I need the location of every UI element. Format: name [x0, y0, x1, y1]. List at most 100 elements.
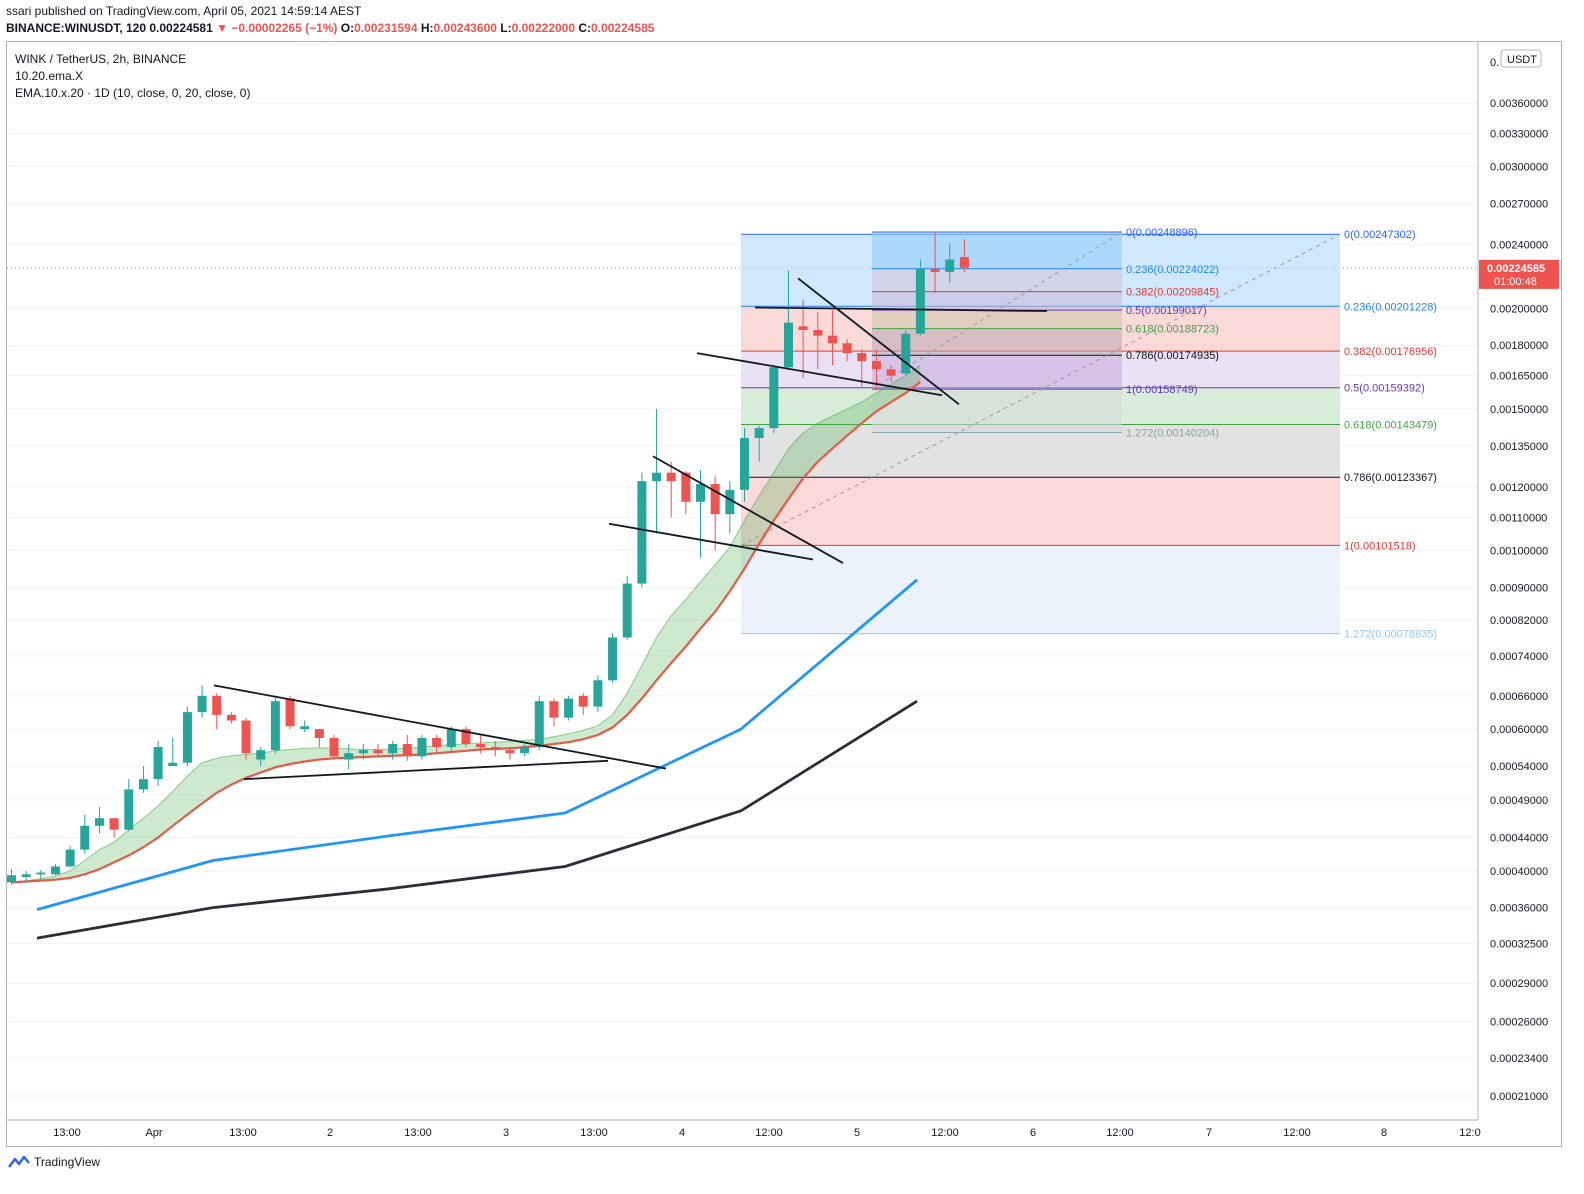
fib-zone [872, 268, 1122, 292]
fib-level-label: 0(0.00247302) [1344, 229, 1416, 241]
candle-down [314, 729, 324, 738]
candle-up [153, 747, 163, 780]
price-tick-label: 0.00074000 [1490, 651, 1548, 663]
time-tick-label: 12:00 [1106, 1127, 1134, 1139]
fib-level-label: 0.236(0.00224022) [1126, 264, 1219, 276]
price-tick-label: 0.00021000 [1490, 1091, 1548, 1103]
candle-down [505, 750, 515, 754]
price-tick-label: 0.00032500 [1490, 938, 1548, 950]
symbol-interval: BINANCE:WINUSDT, 120 [6, 21, 147, 35]
fib-level-label: 1.272(0.00078835) [1344, 629, 1437, 641]
fib-level-label: 0.618(0.00143479) [1344, 419, 1437, 431]
trendline [797, 277, 960, 406]
low-value: 0.00222000 [511, 21, 576, 35]
price-tick-label: 0.00110000 [1490, 512, 1547, 524]
fib-zone [872, 310, 1122, 329]
price-tick-label: 0.00090000 [1490, 582, 1548, 594]
time-tick-label: 12:00 [931, 1127, 959, 1139]
candle-up [637, 481, 647, 584]
time-tick-label: 13:00 [229, 1127, 257, 1139]
legend-indicator-1[interactable]: 10.20.ema.X [15, 69, 84, 83]
candles [7, 232, 969, 886]
candle-down [476, 744, 486, 748]
fib-level-label: 1(0.00158749) [1126, 384, 1198, 396]
fib-zone [741, 424, 1340, 478]
price-tick-label: 0. [1490, 57, 1499, 69]
fib-zone [872, 231, 1122, 269]
candle-down [212, 695, 222, 715]
price-tick-label: 0.00270000 [1490, 199, 1548, 211]
candle-down [886, 369, 896, 376]
publisher-line: ssari published on TradingView.com, Apri… [6, 4, 362, 18]
candle-up [358, 750, 368, 754]
candle-up [754, 428, 764, 439]
candle-up [197, 695, 207, 713]
time-tick-label: Apr [145, 1127, 162, 1139]
tradingview-logo-icon [8, 1155, 30, 1168]
candle-up [564, 698, 574, 718]
time-tick-label: 12:00 [1283, 1127, 1311, 1139]
candle-down [241, 720, 251, 754]
ema-slow-line [11, 381, 922, 884]
price-tick-label: 0.00150000 [1490, 404, 1548, 416]
candle-up [388, 744, 398, 754]
candle-down [490, 747, 500, 751]
currency-badge [1500, 49, 1542, 68]
price-tick-label: 0.00044000 [1490, 833, 1548, 845]
time-tick-label: 13:00 [404, 1127, 432, 1139]
candle-up [300, 726, 310, 730]
candle-down [959, 257, 969, 268]
candle-down [813, 330, 823, 336]
price-tick-label: 0.00135000 [1490, 441, 1548, 453]
candle-down [930, 268, 940, 272]
price-tick-label: 0.00120000 [1490, 482, 1548, 494]
trendline [652, 455, 844, 564]
fib-level-label: 0.5(0.00159392) [1344, 383, 1425, 395]
down-arrow-icon: ▼ [216, 21, 228, 35]
time-tick-label: 7 [1206, 1127, 1212, 1139]
candle-up [7, 875, 16, 883]
ohlc-line: BINANCE:WINUSDT, 120 0.00224581 ▼ −0.000… [6, 21, 655, 35]
trendline [608, 522, 814, 561]
fib-level-label: 0.382(0.00176956) [1344, 346, 1437, 358]
candle-up [520, 747, 530, 754]
candle-up [769, 367, 779, 429]
fib-level-label: 0.382(0.00209845) [1126, 287, 1219, 299]
candle-up [168, 762, 178, 766]
legend-indicator-2[interactable]: EMA.10.x.20 · 1D (10, close, 0, 20, clos… [15, 86, 251, 100]
price-tick-label: 0.00040000 [1490, 866, 1548, 878]
fib-level-label: 1(0.00101518) [1344, 540, 1416, 552]
candle-up [593, 680, 603, 707]
candle-up [417, 737, 427, 757]
candle-down [857, 353, 867, 362]
close-value: 0.00224585 [591, 21, 655, 35]
price-change: −0.00002265 (−1%) [231, 21, 338, 35]
legend-symbol[interactable]: WINK / TetherUS, 2h, BINANCE [15, 52, 187, 66]
fib-level-label: 0.786(0.00174935) [1126, 350, 1219, 362]
fib-retracements: 0(0.00247302) 0.236(0.00201228) 0.382(0.00… [740, 227, 1437, 641]
open-value: 0.00231594 [354, 21, 418, 35]
fib-zone [872, 291, 1122, 311]
candle-down [798, 326, 808, 331]
price-tick-label: 0.00023400 [1490, 1053, 1548, 1065]
candle-up [740, 438, 749, 490]
trendlines [213, 277, 1048, 781]
candle-up [901, 333, 911, 374]
candle-up [608, 637, 618, 681]
chart-frame[interactable] [6, 41, 1562, 1147]
last-price-tag [1479, 259, 1559, 289]
candle-down [681, 472, 691, 502]
candle-down [226, 714, 236, 721]
time-tick-label: 8 [1381, 1127, 1387, 1139]
price-tick-label: 0.00029000 [1490, 978, 1548, 990]
candle-down [373, 750, 383, 754]
candle-up [945, 259, 955, 272]
price-tick-label: 0.00330000 [1490, 128, 1548, 140]
candle-down [666, 472, 676, 482]
candle-up [36, 872, 46, 875]
tradingview-wordmark: TradingView [34, 1155, 101, 1169]
time-tick-label: 4 [679, 1127, 685, 1139]
candle-up [65, 849, 75, 867]
candle-up [783, 322, 793, 368]
